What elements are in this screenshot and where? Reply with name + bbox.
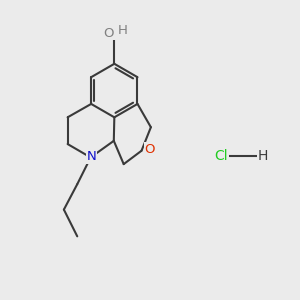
Text: Cl: Cl bbox=[214, 149, 228, 163]
Text: O: O bbox=[145, 143, 155, 156]
Text: H: H bbox=[258, 149, 268, 163]
Text: N: N bbox=[87, 150, 96, 163]
Text: O: O bbox=[104, 27, 114, 40]
Text: H: H bbox=[118, 24, 128, 37]
